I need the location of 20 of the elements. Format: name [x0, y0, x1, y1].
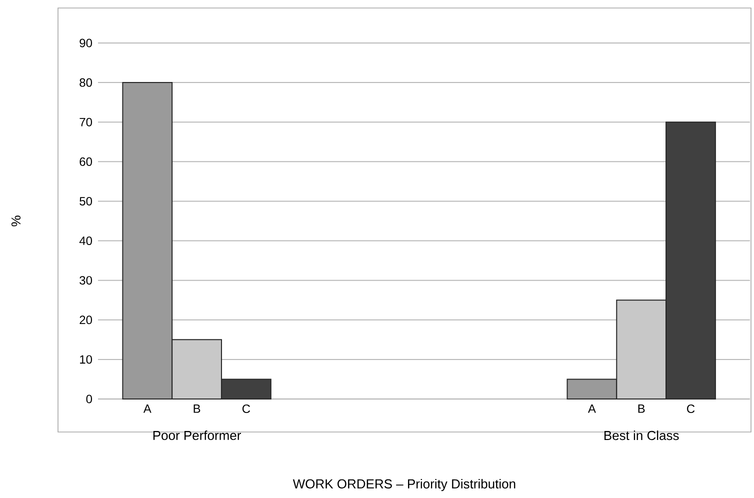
x-tick-label: A [143, 404, 152, 413]
y-tick-label: 60 [80, 157, 92, 166]
y-axis-title: % [11, 216, 21, 226]
x-tick-label: B [638, 404, 645, 413]
x-tick-label: B [194, 404, 200, 413]
x-tick-label: A [588, 404, 596, 413]
y-tick-label: 50 [80, 196, 92, 206]
x-tick-label: C [242, 404, 250, 414]
y-tick-label: 40 [79, 236, 92, 246]
y-tick-label: 10 [80, 355, 92, 364]
text: Poor Performer [153, 430, 241, 440]
text: Best in Class [604, 430, 679, 440]
y-tick-label: 90 [80, 38, 92, 48]
y-tick-label: 70 [80, 118, 92, 126]
y-tick-label: 80 [80, 78, 92, 87]
y-tick-label: 20 [80, 316, 92, 324]
y-tick-label: 30 [80, 276, 92, 285]
y-tick-label: 0 [86, 394, 92, 404]
x-tick-label: C [687, 404, 695, 414]
text: WORK ORDERS – Priority Distribution [292, 478, 516, 492]
